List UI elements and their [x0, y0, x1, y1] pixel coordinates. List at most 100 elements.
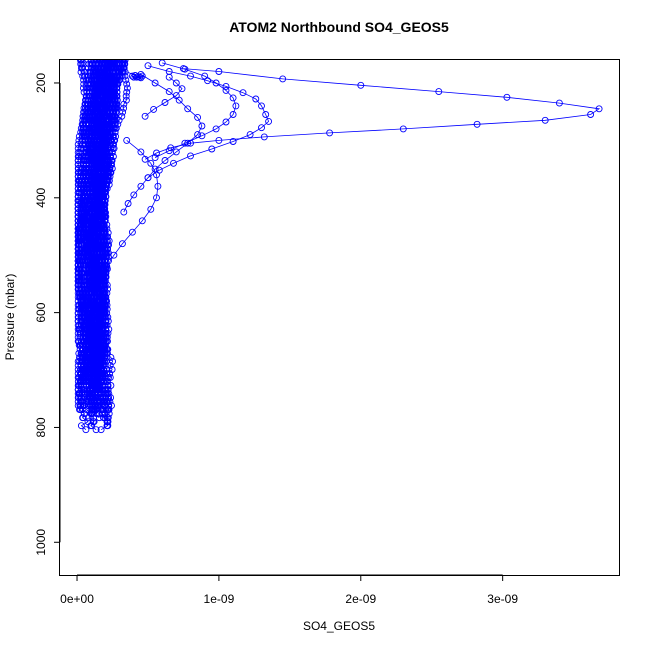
data-point	[89, 382, 97, 389]
data-point	[74, 229, 82, 237]
data-point	[89, 197, 96, 205]
data-point	[101, 289, 109, 297]
data-point	[104, 76, 112, 84]
data-point	[97, 177, 105, 185]
data-point	[103, 422, 111, 430]
data-point	[79, 414, 87, 422]
data-point	[79, 345, 87, 353]
data-point	[81, 289, 89, 297]
data-point	[115, 64, 123, 72]
data-point	[92, 169, 99, 176]
data-point	[96, 394, 104, 402]
x-tick-label: 3e-09	[487, 592, 518, 606]
data-point	[79, 378, 87, 385]
data-point	[82, 293, 90, 301]
data-point	[87, 390, 95, 398]
data-point	[86, 361, 94, 369]
data-point	[81, 112, 89, 120]
y-axis: 200 400 600 800 1000	[34, 73, 61, 556]
data-point	[123, 88, 131, 96]
series-profile	[101, 60, 146, 82]
data-point	[92, 124, 99, 132]
data-point	[79, 64, 86, 72]
data-point	[121, 72, 129, 80]
data-point	[74, 249, 82, 257]
data-point	[229, 94, 237, 102]
data-point	[119, 60, 127, 64]
data-point	[103, 84, 111, 92]
data-point	[215, 68, 223, 75]
data-point	[80, 72, 88, 80]
data-point	[78, 60, 86, 68]
series-line	[144, 76, 183, 117]
data-point	[99, 136, 107, 144]
data-point	[91, 104, 99, 112]
data-point	[107, 353, 115, 361]
data-point	[91, 136, 99, 144]
data-point	[89, 418, 97, 426]
data-point	[95, 361, 103, 369]
data-point	[95, 261, 103, 269]
data-point	[85, 128, 93, 136]
data-point	[229, 111, 237, 118]
series-profile	[141, 73, 186, 120]
data-point	[86, 221, 94, 229]
data-point	[76, 289, 84, 297]
data-point	[83, 92, 91, 100]
data-point	[89, 345, 97, 353]
data-point	[258, 102, 265, 110]
series-profile	[74, 60, 108, 434]
data-point	[153, 149, 160, 157]
data-point	[84, 60, 92, 64]
data-point	[108, 148, 116, 156]
data-point	[96, 281, 104, 289]
data-point	[103, 263, 111, 271]
data-point	[75, 374, 83, 381]
data-point	[119, 108, 127, 116]
data-point	[79, 112, 87, 120]
data-point	[82, 297, 90, 305]
data-point	[105, 406, 113, 414]
data-point	[84, 370, 92, 377]
data-point	[80, 281, 88, 289]
data-point	[77, 173, 85, 180]
data-point	[153, 171, 160, 179]
data-point	[82, 173, 89, 180]
data-point	[103, 297, 111, 305]
data-point	[92, 269, 100, 277]
data-point	[76, 370, 84, 377]
data-point	[103, 305, 111, 313]
data-point	[94, 253, 102, 261]
data-point	[90, 378, 98, 385]
data-point	[88, 422, 96, 430]
plot-area	[74, 60, 603, 434]
data-point	[99, 237, 107, 245]
data-point	[93, 265, 101, 273]
data-point	[96, 309, 104, 317]
data-point	[101, 285, 108, 293]
data-point	[100, 96, 108, 104]
data-point	[110, 251, 118, 259]
data-point	[78, 165, 86, 172]
data-point	[123, 84, 131, 92]
x-tick-label: 2e-09	[345, 592, 376, 606]
data-point	[87, 124, 95, 132]
data-point	[96, 112, 104, 120]
data-point	[93, 410, 101, 418]
data-point	[79, 309, 87, 317]
data-point	[105, 402, 113, 410]
data-point	[82, 185, 90, 193]
data-point	[84, 305, 92, 313]
data-point	[104, 418, 112, 426]
data-point	[473, 120, 481, 128]
series-line	[147, 65, 270, 179]
data-point	[109, 64, 117, 72]
data-point	[76, 390, 84, 398]
data-point	[88, 209, 96, 217]
series-profile	[99, 136, 162, 282]
data-point	[91, 341, 99, 349]
data-point	[118, 240, 126, 248]
data-point	[99, 357, 107, 365]
y-tick-label: 400	[34, 187, 48, 207]
